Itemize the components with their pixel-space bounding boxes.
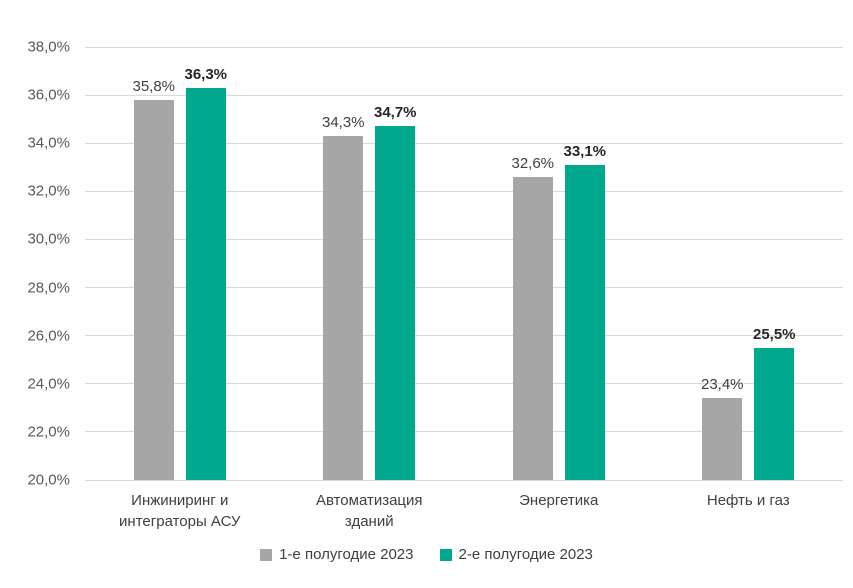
- legend-label: 2-е полугодие 2023: [458, 546, 593, 563]
- y-axis: 38,0% 36,0% 34,0% 32,0% 30,0% 28,0% 26,0% 24,0%…: [0, 39, 70, 489]
- bar-value-label: 23,4%: [700, 376, 744, 394]
- gridline: [85, 335, 843, 337]
- legend-swatch: [439, 548, 452, 561]
- bar-series-2: 36,3%: [184, 66, 227, 480]
- bar-group: 34,3% 34,7%: [275, 47, 465, 480]
- bar-group: 23,4% 25,5%: [654, 47, 844, 480]
- bar-value-label: 32,6%: [511, 154, 555, 172]
- y-tick-label: 24,0%: [27, 375, 70, 393]
- category-label: Нефть и газ: [706, 492, 790, 509]
- legend-item: 1-е полугодие 2023: [260, 546, 414, 563]
- bar-series-2: 33,1%: [563, 143, 606, 480]
- gridline: [85, 94, 843, 96]
- legend-item: 2-е полугодие 2023: [439, 546, 593, 563]
- bar-series-1: 35,8%: [132, 78, 175, 480]
- bar-value-label: 34,3%: [321, 114, 365, 132]
- x-axis: Инжиниринг и интеграторы АСУ Автоматизаци…: [85, 490, 843, 532]
- legend: 1-е полугодие 2023 2-е полугодие 2023: [0, 546, 853, 563]
- gridline: [85, 190, 843, 192]
- bar-group: 32,6% 33,1%: [464, 47, 654, 480]
- y-tick-label: 38,0%: [27, 38, 70, 56]
- y-tick-label: 22,0%: [27, 423, 70, 441]
- y-tick-label: 26,0%: [27, 327, 70, 345]
- y-tick-label: 30,0%: [27, 230, 70, 248]
- bar-value-label: 36,3%: [184, 65, 228, 83]
- bar-series-1: 34,3%: [322, 114, 365, 480]
- bar-series-2: 34,7%: [374, 104, 417, 480]
- category-label: Инжиниринг и интеграторы АСУ: [119, 492, 241, 530]
- bar-value-label: 33,1%: [563, 142, 607, 160]
- y-tick-label: 32,0%: [27, 182, 70, 200]
- bar-series-1: 23,4%: [701, 376, 744, 480]
- bar-group: 35,8% 36,3%: [85, 47, 275, 480]
- category-label: Энергетика: [519, 492, 599, 509]
- y-tick-label: 36,0%: [27, 86, 70, 104]
- y-tick-label: 28,0%: [27, 279, 70, 297]
- legend-label: 1-е полугодие 2023: [279, 546, 414, 563]
- legend-swatch: [260, 548, 273, 561]
- y-tick-label: 34,0%: [27, 134, 70, 152]
- gridline: [85, 142, 843, 144]
- bar-groups: 35,8% 36,3% 34,3% 34,7% 32,6% 33,1% 23,4% 25,5%: [85, 47, 843, 480]
- gridline: [85, 287, 843, 289]
- plot-area: 35,8% 36,3% 34,3% 34,7% 32,6% 33,1% 23,4% 25,5%: [85, 46, 843, 481]
- gridline: [85, 431, 843, 433]
- bar-value-label: 34,7%: [373, 104, 417, 122]
- bar-value-label: 35,8%: [132, 77, 176, 95]
- bar-series-1: 32,6%: [511, 155, 554, 480]
- bar-value-label: 25,5%: [752, 325, 796, 343]
- category-label: Автоматизация зданий: [315, 492, 423, 530]
- gridline: [85, 383, 843, 385]
- gridline: [85, 479, 843, 481]
- gridline: [85, 238, 843, 240]
- gridline: [85, 46, 843, 48]
- bar-series-2: 25,5%: [753, 326, 796, 480]
- y-tick-label: 20,0%: [27, 471, 70, 489]
